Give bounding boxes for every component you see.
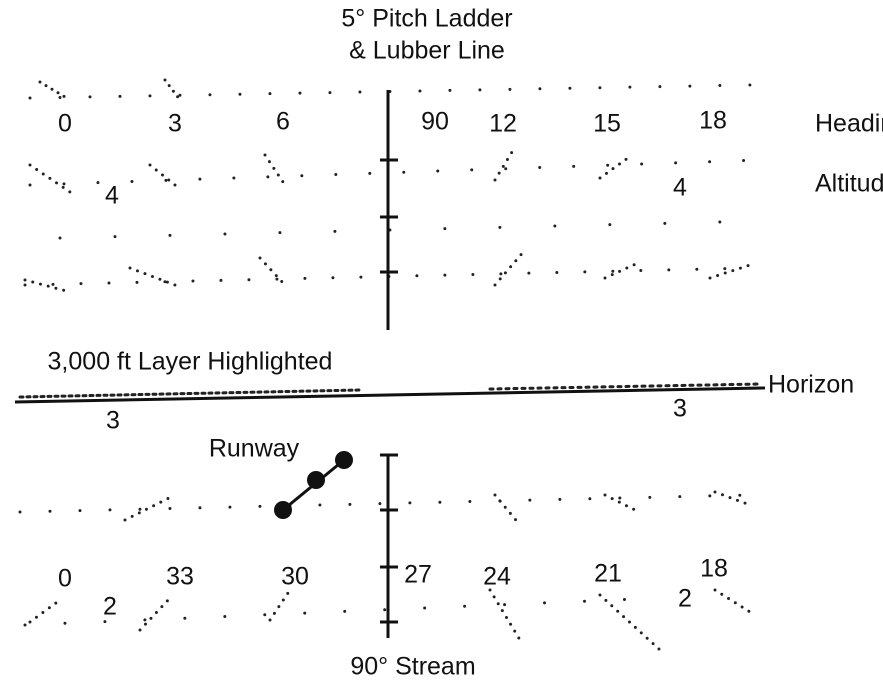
heading-label: 6 <box>276 108 290 136</box>
dot-slant <box>713 588 752 614</box>
dot-slant <box>598 153 634 180</box>
dot-slant <box>598 593 662 652</box>
heading-label: 3 <box>168 110 182 138</box>
horizon-label: Horizon <box>768 371 854 399</box>
heading-label: 33 <box>166 563 194 591</box>
dot-slant <box>488 588 522 642</box>
stream-label: 90° Stream <box>350 653 475 681</box>
dot-slant <box>708 263 752 280</box>
dot-slant <box>603 493 637 512</box>
dot-slant <box>28 163 72 194</box>
dot-row <box>28 158 762 187</box>
horizon-line <box>14 386 766 404</box>
dot-slant <box>23 278 72 294</box>
layer-label: 3,000 ft Layer Highlighted <box>48 348 333 376</box>
title-line: & Lubber Line <box>349 37 505 65</box>
dot-slant <box>38 80 72 102</box>
dot-row <box>58 220 722 240</box>
highlighted-layer <box>18 388 362 399</box>
heading-label: 15 <box>593 110 621 138</box>
dot-slant <box>148 163 177 187</box>
runway-marker <box>335 451 353 469</box>
dot-row <box>28 83 752 100</box>
altitude-label: 4 <box>105 182 119 210</box>
altitude-label: 2 <box>103 593 117 621</box>
title-line: 5° Pitch Ladder <box>341 5 512 33</box>
dot-slant <box>493 493 522 527</box>
altitudes-label: Altitudes <box>815 170 883 198</box>
dot-row <box>23 596 662 627</box>
dot-slant <box>123 493 177 522</box>
heading-label: 90 <box>421 108 449 136</box>
heading-label: 27 <box>404 561 432 589</box>
altitude-label: 4 <box>673 174 687 202</box>
runway-label: Runway <box>209 435 300 463</box>
dot-slant <box>138 596 172 632</box>
runway <box>274 451 353 519</box>
dot-slant <box>493 248 527 287</box>
heading-label: 24 <box>483 563 511 591</box>
dot-slant <box>163 78 182 102</box>
dot-slant <box>263 153 287 187</box>
dot-slant <box>603 260 642 280</box>
heading-label: 30 <box>281 563 309 591</box>
runway-marker <box>307 471 325 489</box>
dot-slant <box>268 588 292 622</box>
heading-label: 18 <box>699 107 727 135</box>
highlighted-layer <box>488 382 762 391</box>
heading-label: 0 <box>58 565 72 593</box>
altitude-label: 3 <box>106 407 120 435</box>
heading-label: 21 <box>594 560 622 588</box>
altitude-label: 3 <box>673 395 687 423</box>
lubber-line <box>380 90 398 638</box>
dot-slant <box>713 490 752 507</box>
runway-marker <box>274 501 292 519</box>
altitude-label: 2 <box>678 585 692 613</box>
dot-slant <box>128 266 177 287</box>
dot-slant <box>28 598 62 624</box>
horizon <box>14 382 766 404</box>
dot-slant <box>493 150 514 182</box>
heading-label: 18 <box>700 555 728 583</box>
heading-label: 0 <box>58 110 72 138</box>
heading-label: 12 <box>489 110 517 138</box>
dot-slant <box>258 256 287 287</box>
headings-label: Headings <box>815 110 883 138</box>
